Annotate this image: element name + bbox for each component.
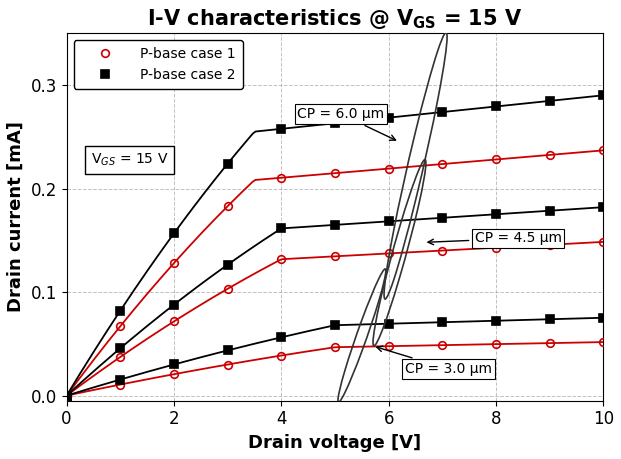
Text: CP = 6.0 μm: CP = 6.0 μm	[297, 107, 396, 140]
X-axis label: Drain voltage [V]: Drain voltage [V]	[248, 434, 422, 452]
Y-axis label: Drain current [mA]: Drain current [mA]	[7, 122, 25, 313]
Text: CP = 3.0 μm: CP = 3.0 μm	[377, 346, 492, 376]
Text: CP = 4.5 μm: CP = 4.5 μm	[428, 231, 561, 246]
Legend: P-base case 1, P-base case 2: P-base case 1, P-base case 2	[73, 40, 243, 89]
Title: I-V characteristics @ V$_{\mathbf{GS}}$ = 15 V: I-V characteristics @ V$_{\mathbf{GS}}$ …	[147, 7, 523, 31]
Text: V$_{GS}$ = 15 V: V$_{GS}$ = 15 V	[91, 152, 168, 168]
